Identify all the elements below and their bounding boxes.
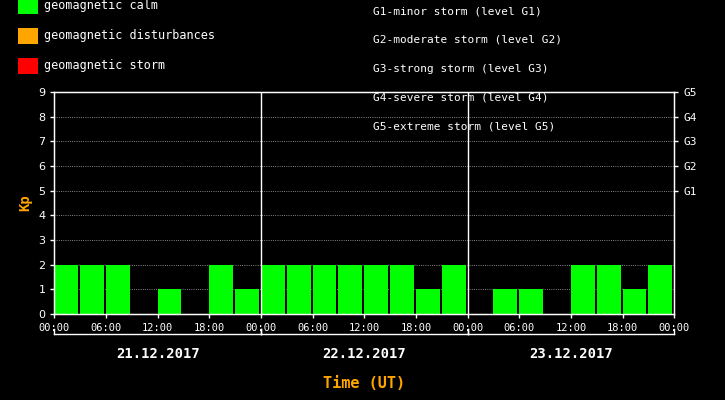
Bar <box>442 265 465 314</box>
Bar <box>364 265 388 314</box>
Bar <box>210 265 233 314</box>
Bar <box>54 265 78 314</box>
Bar <box>623 289 647 314</box>
Bar <box>597 265 621 314</box>
Bar <box>261 265 285 314</box>
Bar <box>157 289 181 314</box>
Bar <box>416 289 440 314</box>
Text: geomagnetic disturbances: geomagnetic disturbances <box>44 30 215 42</box>
Bar <box>312 265 336 314</box>
Y-axis label: Kp: Kp <box>19 195 33 211</box>
Text: 23.12.2017: 23.12.2017 <box>529 347 613 361</box>
Bar <box>648 265 672 314</box>
Text: 21.12.2017: 21.12.2017 <box>116 347 199 361</box>
Text: Time (UT): Time (UT) <box>323 376 405 392</box>
Bar <box>390 265 414 314</box>
Text: 22.12.2017: 22.12.2017 <box>323 347 406 361</box>
Text: G1-minor storm (level G1): G1-minor storm (level G1) <box>373 6 542 16</box>
Bar <box>287 265 310 314</box>
Bar <box>235 289 259 314</box>
Text: geomagnetic storm: geomagnetic storm <box>44 60 165 72</box>
Text: G2-moderate storm (level G2): G2-moderate storm (level G2) <box>373 35 563 45</box>
Bar <box>339 265 362 314</box>
Text: G4-severe storm (level G4): G4-severe storm (level G4) <box>373 92 549 102</box>
Bar <box>106 265 130 314</box>
Bar <box>519 289 543 314</box>
Text: G3-strong storm (level G3): G3-strong storm (level G3) <box>373 64 549 74</box>
Bar <box>494 289 517 314</box>
Text: G5-extreme storm (level G5): G5-extreme storm (level G5) <box>373 121 555 131</box>
Text: geomagnetic calm: geomagnetic calm <box>44 0 158 12</box>
Bar <box>571 265 594 314</box>
Bar <box>80 265 104 314</box>
